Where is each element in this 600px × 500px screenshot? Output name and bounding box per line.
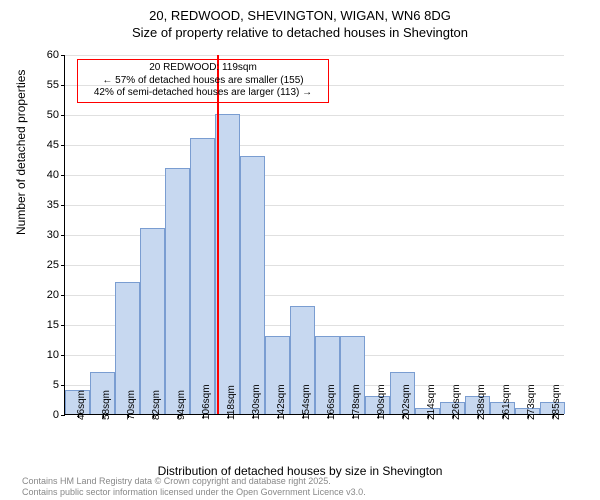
- y-tick-mark: [61, 295, 65, 296]
- x-tick-label: 226sqm: [451, 384, 462, 420]
- y-tick-mark: [61, 145, 65, 146]
- y-tick-mark: [61, 355, 65, 356]
- x-tick-label: 238sqm: [476, 384, 487, 420]
- footer-line-2: Contains public sector information licen…: [22, 487, 366, 498]
- title-line-2: Size of property relative to detached ho…: [0, 25, 600, 42]
- y-tick-label: 60: [47, 49, 59, 61]
- x-tick-label: 285sqm: [551, 384, 562, 420]
- x-tick-label: 178sqm: [351, 384, 362, 420]
- plot-area: 20 REDWOOD: 119sqm ← 57% of detached hou…: [64, 55, 564, 415]
- gridline: [65, 145, 564, 146]
- x-tick-label: 142sqm: [276, 384, 287, 420]
- y-tick-label: 15: [47, 319, 59, 331]
- x-tick-label: 58sqm: [101, 390, 112, 420]
- x-tick-label: 46sqm: [76, 390, 87, 420]
- marker-line: [217, 55, 219, 414]
- footer-line-1: Contains HM Land Registry data © Crown c…: [22, 476, 366, 487]
- x-tick-label: 273sqm: [526, 384, 537, 420]
- x-tick-label: 82sqm: [151, 390, 162, 420]
- y-tick-mark: [61, 235, 65, 236]
- y-tick-label: 40: [47, 169, 59, 181]
- annotation-box: 20 REDWOOD: 119sqm ← 57% of detached hou…: [77, 59, 329, 103]
- title-line-1: 20, REDWOOD, SHEVINGTON, WIGAN, WN6 8DG: [0, 8, 600, 25]
- x-tick-label: 261sqm: [501, 384, 512, 420]
- y-tick-mark: [61, 115, 65, 116]
- y-tick-mark: [61, 325, 65, 326]
- y-tick-label: 50: [47, 109, 59, 121]
- y-tick-label: 0: [53, 409, 59, 421]
- histogram-bar: [165, 168, 190, 414]
- y-tick-label: 5: [53, 379, 59, 391]
- x-tick-label: 106sqm: [201, 384, 212, 420]
- x-tick-label: 166sqm: [326, 384, 337, 420]
- footer: Contains HM Land Registry data © Crown c…: [22, 476, 366, 498]
- x-tick-label: 70sqm: [126, 390, 137, 420]
- chart-title: 20, REDWOOD, SHEVINGTON, WIGAN, WN6 8DG …: [0, 0, 600, 42]
- chart-container: 20, REDWOOD, SHEVINGTON, WIGAN, WN6 8DG …: [0, 0, 600, 500]
- y-tick-label: 55: [47, 79, 59, 91]
- histogram-bar: [140, 228, 165, 414]
- gridline: [65, 55, 564, 56]
- y-axis-label: Number of detached properties: [14, 70, 28, 235]
- annotation-line-1: 20 REDWOOD: 119sqm: [82, 62, 324, 75]
- histogram-bar: [190, 138, 215, 414]
- y-tick-label: 20: [47, 289, 59, 301]
- x-tick-label: 94sqm: [176, 390, 187, 420]
- histogram-bar: [240, 156, 265, 414]
- y-tick-mark: [61, 55, 65, 56]
- gridline: [65, 115, 564, 116]
- x-tick-label: 130sqm: [251, 384, 262, 420]
- y-tick-mark: [61, 85, 65, 86]
- y-tick-mark: [61, 205, 65, 206]
- x-tick-label: 202sqm: [401, 384, 412, 420]
- annotation-line-3: 42% of semi-detached houses are larger (…: [82, 87, 324, 100]
- gridline: [65, 205, 564, 206]
- annotation-line-2: ← 57% of detached houses are smaller (15…: [82, 75, 324, 88]
- x-tick-label: 154sqm: [301, 384, 312, 420]
- y-tick-label: 35: [47, 199, 59, 211]
- y-tick-label: 10: [47, 349, 59, 361]
- x-tick-label: 190sqm: [376, 384, 387, 420]
- y-tick-mark: [61, 385, 65, 386]
- x-tick-label: 118sqm: [226, 385, 237, 420]
- y-tick-mark: [61, 265, 65, 266]
- gridline: [65, 175, 564, 176]
- x-tick-label: 214sqm: [426, 384, 437, 420]
- y-tick-label: 30: [47, 229, 59, 241]
- y-tick-label: 25: [47, 259, 59, 271]
- y-tick-mark: [61, 175, 65, 176]
- y-tick-mark: [61, 415, 65, 416]
- y-tick-label: 45: [47, 139, 59, 151]
